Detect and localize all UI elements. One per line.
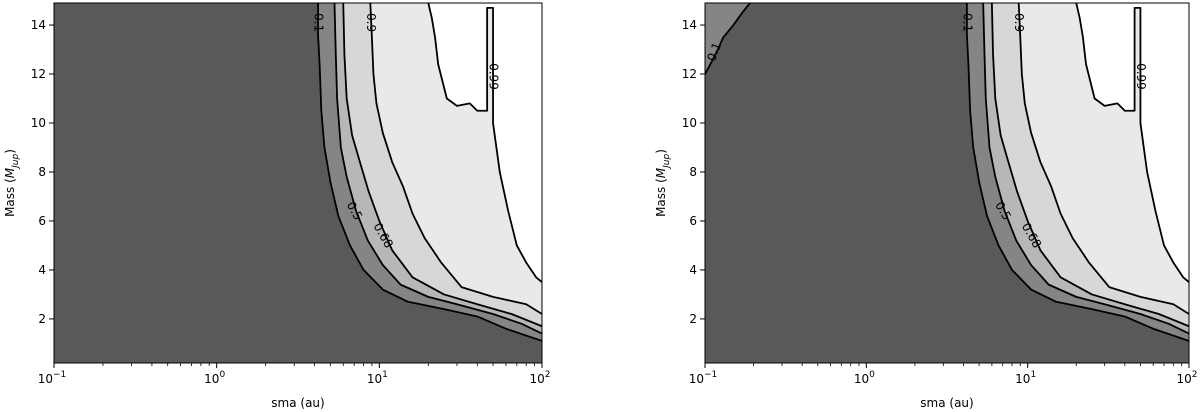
x-tick-label: 101 <box>367 370 388 386</box>
y-tick-label: 6 <box>38 214 46 228</box>
contour-label: 0.99 <box>1134 63 1148 90</box>
contour-line-0.1 <box>317 3 542 342</box>
y-tick-label: 2 <box>38 312 46 326</box>
contour-line-0.5 <box>333 3 542 335</box>
y-tick-label: 2 <box>689 312 697 326</box>
y-tick-label: 10 <box>682 116 697 130</box>
fill-band-corner <box>705 3 750 75</box>
contour-line-0.9 <box>369 3 542 315</box>
contour-line-0.5 <box>982 3 1189 335</box>
plot-area: 0.1 0.90.990.50.68 <box>54 3 542 363</box>
x-tick-label: 10−1 <box>689 370 718 386</box>
y-axis-label: Mass (MJup) <box>3 149 21 217</box>
x-tick-label: 100 <box>204 370 225 386</box>
y-tick-label: 14 <box>682 18 697 32</box>
y-tick-label: 8 <box>38 165 46 179</box>
x-axis-label: sma (au) <box>920 396 973 410</box>
contour-label: 0.1 <box>312 13 326 32</box>
contour-line-0.99 <box>1075 3 1189 283</box>
x-tick-label: 101 <box>1015 370 1036 386</box>
y-tick-label: 4 <box>689 263 697 277</box>
y-tick-label: 12 <box>682 67 697 81</box>
contour-label: 0.9 <box>364 13 378 32</box>
axes-frame <box>704 2 1190 364</box>
y-axis-label: Mass (MJup) <box>654 149 672 217</box>
contour-line-0.68 <box>990 3 1189 328</box>
y-tick-label: 10 <box>31 116 46 130</box>
x-tick-label: 100 <box>854 370 875 386</box>
contour-line-0.1 <box>705 3 751 75</box>
contour-label: 0.9 <box>1012 13 1026 32</box>
y-tick-label: 4 <box>38 263 46 277</box>
x-tick-label: 102 <box>529 370 550 386</box>
contour-label: 0.1 <box>960 13 974 32</box>
contour-line-0.68 <box>342 3 542 328</box>
fill-band-0.99 <box>428 3 542 283</box>
contour-line-0.9 <box>1017 3 1189 315</box>
contour-label: 0.1 <box>704 40 724 63</box>
y-tick-label: 14 <box>31 18 46 32</box>
y-tick-label: 12 <box>31 67 46 81</box>
fill-band-0.99 <box>1076 3 1189 283</box>
y-tick-label: 6 <box>689 214 697 228</box>
axes-frame <box>53 2 543 364</box>
x-tick-label: 102 <box>1176 370 1197 386</box>
y-tick-label: 8 <box>689 165 697 179</box>
plot-area: 0.10.1 0.90.990.50.68 <box>704 3 1189 363</box>
x-tick-label: 10−1 <box>38 370 67 386</box>
contour-line-0.99 <box>427 3 542 283</box>
contour-line-0.1 <box>965 3 1189 342</box>
contour-label: 0.99 <box>487 63 501 90</box>
x-axis-label: sma (au) <box>271 396 324 410</box>
